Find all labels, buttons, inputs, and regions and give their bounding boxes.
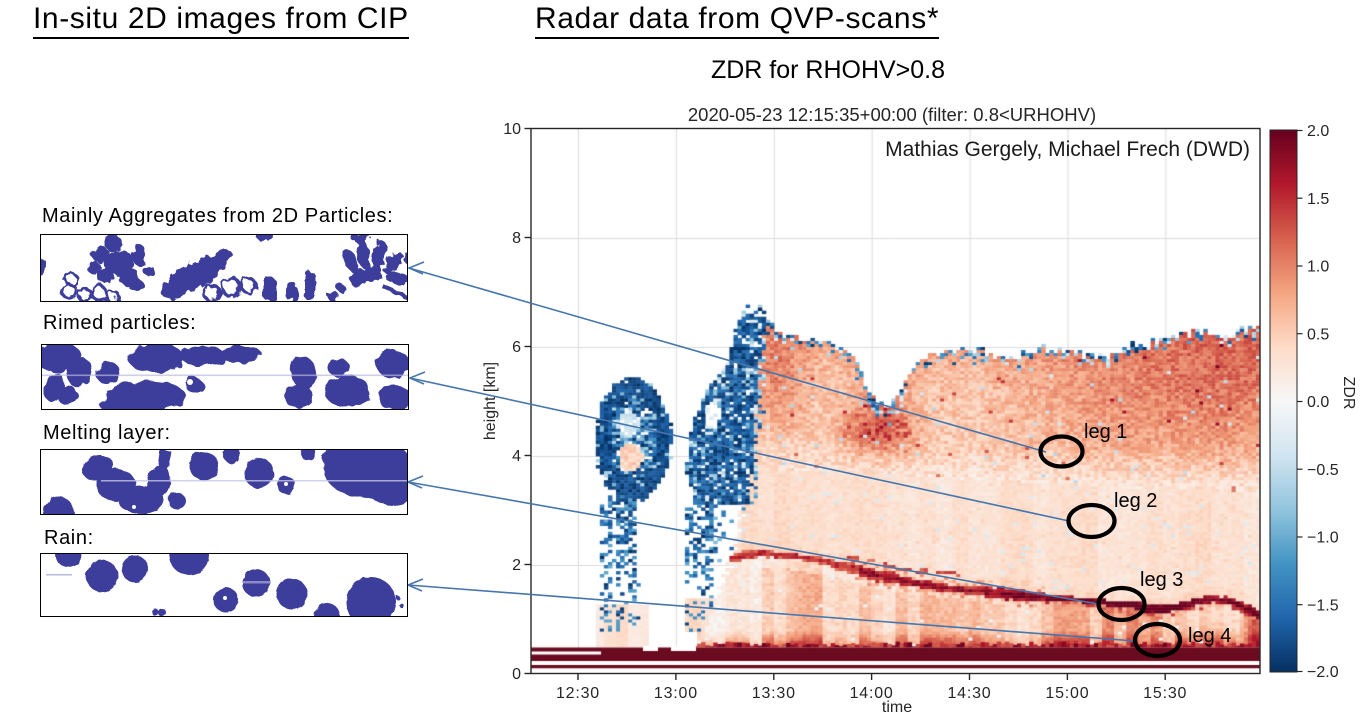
svg-text:14:30: 14:30	[947, 685, 991, 702]
svg-text:15:00: 15:00	[1045, 685, 1089, 702]
svg-text:−0.5: −0.5	[1307, 462, 1339, 479]
svg-text:6: 6	[512, 339, 521, 356]
svg-text:0.5: 0.5	[1307, 327, 1329, 344]
svg-text:4: 4	[512, 448, 521, 465]
svg-text:12:30: 12:30	[556, 685, 600, 702]
svg-text:leg 3: leg 3	[1140, 569, 1183, 591]
svg-text:15:30: 15:30	[1143, 685, 1187, 702]
svg-text:10: 10	[503, 121, 521, 138]
svg-text:1.0: 1.0	[1307, 259, 1329, 276]
svg-text:14:00: 14:00	[850, 685, 894, 702]
svg-text:leg 2: leg 2	[1114, 490, 1157, 512]
svg-text:0.0: 0.0	[1307, 394, 1329, 411]
svg-text:ZDR: ZDR	[1340, 377, 1357, 410]
svg-text:0: 0	[512, 666, 521, 683]
svg-text:2: 2	[512, 557, 521, 574]
svg-text:1.5: 1.5	[1307, 191, 1329, 208]
svg-text:height [km]: height [km]	[482, 362, 499, 440]
svg-text:leg 1: leg 1	[1084, 421, 1127, 443]
svg-text:13:00: 13:00	[654, 685, 698, 702]
svg-text:−1.5: −1.5	[1307, 598, 1339, 615]
svg-text:2.0: 2.0	[1307, 123, 1329, 140]
svg-text:−1.0: −1.0	[1307, 530, 1339, 547]
svg-text:time: time	[882, 699, 912, 716]
svg-text:13:30: 13:30	[752, 685, 796, 702]
svg-text:leg 4: leg 4	[1188, 625, 1231, 647]
svg-text:8: 8	[512, 230, 521, 247]
svg-text:−2.0: −2.0	[1307, 664, 1339, 681]
